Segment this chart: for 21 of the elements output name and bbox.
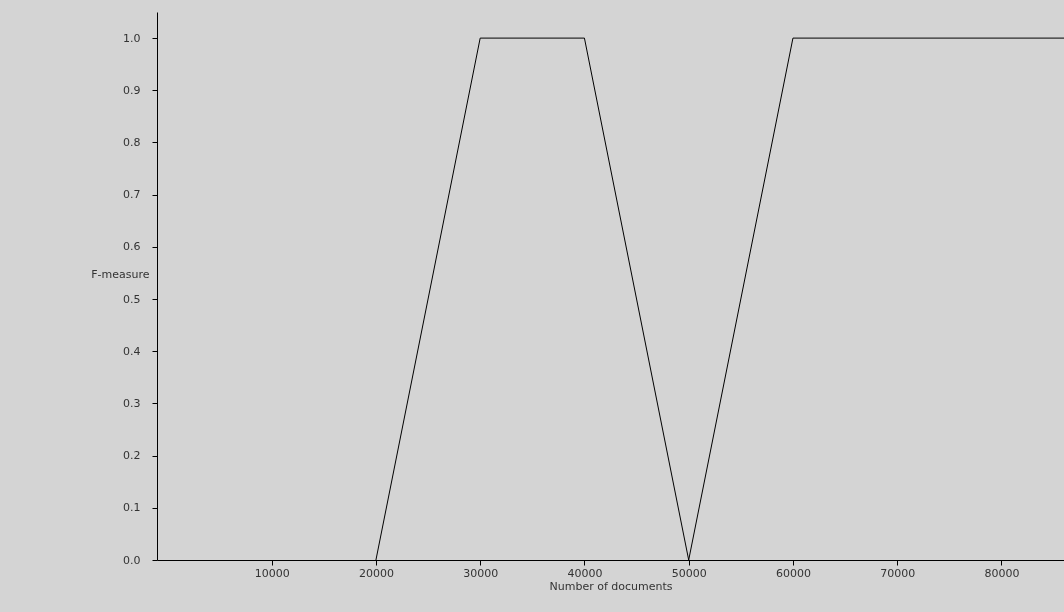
- x-tick-label: 10000: [254, 566, 290, 580]
- y-tick-label: 0.3: [123, 396, 141, 410]
- x-tick-label: 80000: [984, 566, 1020, 580]
- x-tick-label: 20000: [358, 566, 394, 580]
- x-tick-label: 40000: [567, 566, 603, 580]
- x-tick-label: 50000: [671, 566, 707, 580]
- x-axis-title: Number of documents: [549, 579, 673, 593]
- y-tick-label: 0.0: [123, 553, 141, 567]
- y-tick-label: 0.1: [123, 501, 141, 515]
- y-axis-title: F-measure: [91, 267, 150, 281]
- y-tick-label: 0.6: [123, 240, 141, 254]
- y-tick-label: 0.5: [123, 292, 141, 306]
- x-tick-label: 60000: [775, 566, 811, 580]
- x-tick-label: 70000: [880, 566, 916, 580]
- y-tick-label: 1.0: [123, 31, 141, 45]
- y-tick-label: 0.7: [123, 188, 141, 202]
- y-tick-label: 0.8: [123, 135, 141, 149]
- y-tick-label: 0.9: [123, 83, 141, 97]
- y-tick-label: 0.2: [123, 449, 141, 463]
- x-tick-label: 30000: [463, 566, 499, 580]
- y-tick-label: 0.4: [123, 344, 141, 358]
